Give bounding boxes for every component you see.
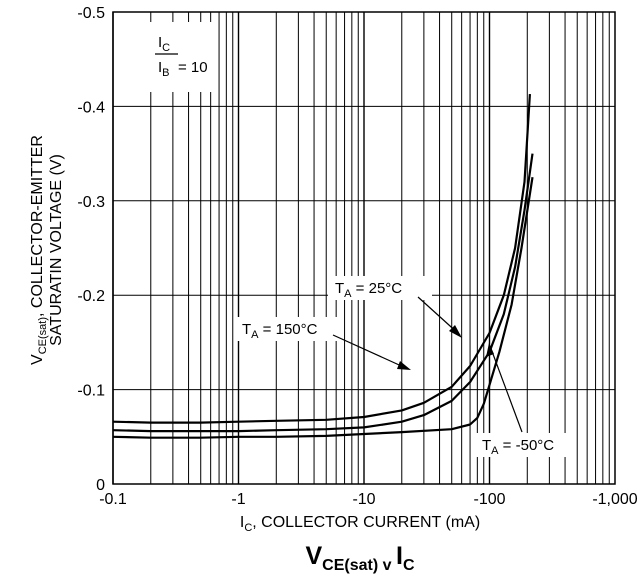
x-tick-label: -0.1	[99, 491, 127, 508]
condition-denominator: IB	[158, 59, 170, 79]
arrowhead-minus50c	[486, 343, 494, 357]
condition-value: = 10	[178, 59, 208, 76]
y-tick-label: -0.2	[77, 288, 105, 305]
y-axis-title-line2: SATURATIN VOLTAGE (V)	[48, 154, 65, 346]
series-ta-minus50c	[112, 177, 534, 439]
condition-box: IC IB = 10	[128, 22, 214, 92]
series-ta-25c	[112, 153, 534, 433]
x-tick-labels: -0.1 -1 -10 -100 -1,000	[99, 491, 638, 508]
arrowhead-150c	[397, 361, 411, 370]
y-tick-labels: 0 -0.1 -0.2 -0.3 -0.4 -0.5	[77, 5, 105, 494]
y-axis-title-line1: VCE(sat), COLLECTOR-EMITTER	[29, 135, 49, 365]
y-axis-title: VCE(sat), COLLECTOR-EMITTER SATURATIN VO…	[29, 135, 65, 365]
chart-title: VCE(sat) v IC	[305, 542, 414, 574]
arrow-150c	[332, 334, 409, 370]
x-axis-title: IC, COLLECTOR CURRENT (mA)	[240, 514, 480, 534]
label-ta-150c: TA = 150°C	[242, 321, 318, 341]
x-tick-label: -10	[352, 491, 375, 508]
x-tick-label: -1,000	[592, 491, 637, 508]
label-ta-25c: TA = 25°C	[335, 280, 402, 300]
plot-frame	[112, 11, 616, 485]
y-tick-label: -0.4	[77, 99, 105, 116]
arrowhead-25c	[449, 325, 462, 338]
y-tick-label: 0	[96, 477, 105, 494]
label-ta-minus50c: TA = -50°C	[482, 437, 554, 457]
y-tick-label: -0.1	[77, 383, 105, 400]
arrow-minus50c	[489, 345, 523, 433]
x-tick-label: -100	[473, 491, 505, 508]
y-tick-label: -0.3	[77, 194, 105, 211]
series-layer	[112, 94, 534, 439]
series-ta-150c	[112, 94, 531, 424]
y-tick-label: -0.5	[77, 5, 105, 22]
condition-numerator: IC	[158, 34, 170, 54]
x-tick-label: -1	[231, 491, 245, 508]
series-annotations: TA = 25°C TA = 150°C TA = -50°C	[236, 276, 576, 457]
